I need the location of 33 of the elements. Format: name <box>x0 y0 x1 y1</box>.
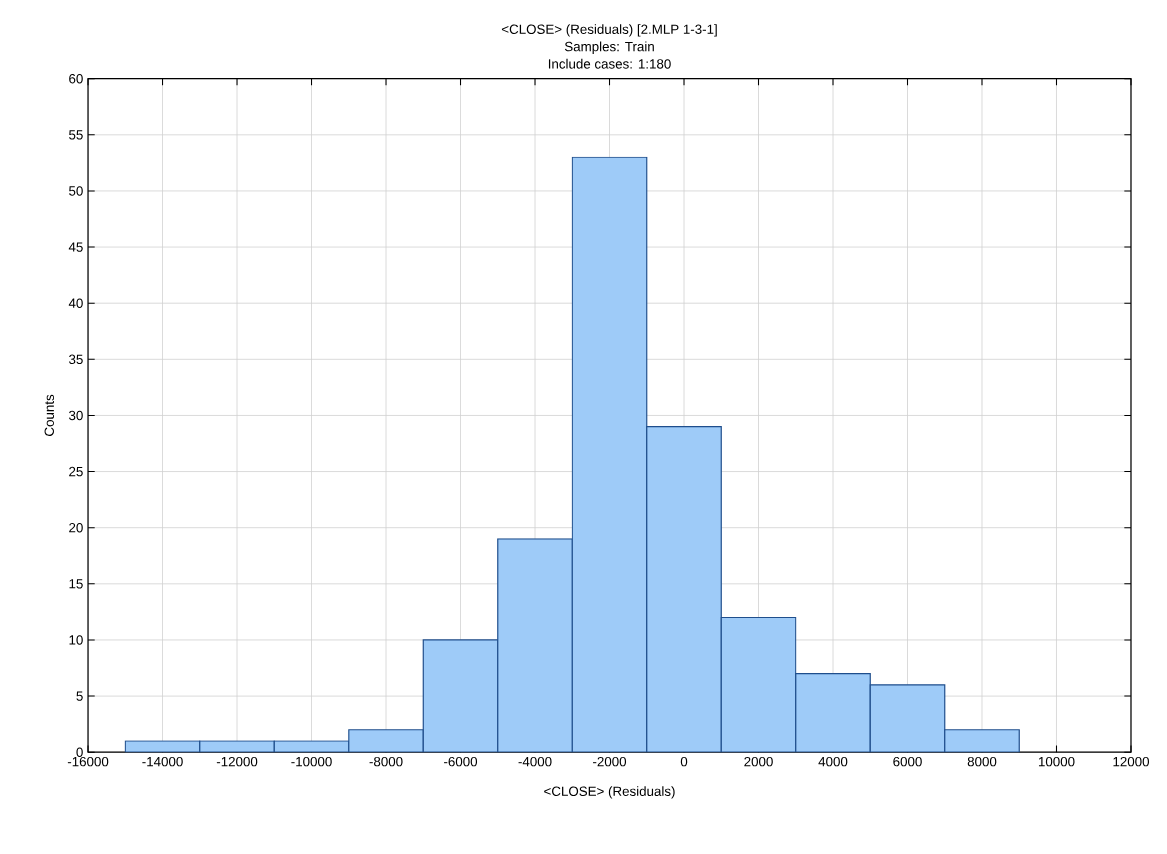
y-tick-label: 30 <box>68 410 83 421</box>
y-tick-label: 25 <box>69 466 83 477</box>
x-tick-label: -2000 <box>593 756 627 767</box>
x-tick-label: -12000 <box>216 756 258 767</box>
x-tick-label: 0 <box>680 756 688 767</box>
x-tick-label: -8000 <box>369 756 403 767</box>
y-tick-label: 45 <box>68 242 83 252</box>
y-tick-label: 0 <box>76 747 83 757</box>
x-tick-label: 4000 <box>818 756 848 767</box>
y-tick-label: 35 <box>68 354 83 364</box>
y-tick-label: 50 <box>69 186 83 196</box>
x-tick-label: -10000 <box>291 756 332 767</box>
x-tick-label: -4000 <box>518 756 552 767</box>
y-axis-title: Counts <box>44 394 54 436</box>
y-tick-label: 55 <box>69 130 83 140</box>
x-tick-label: 12000 <box>1113 756 1150 767</box>
x-axis-title: <CLOSE> (Residuals) <box>544 786 675 799</box>
x-tick-label: 2000 <box>744 756 773 767</box>
y-tick-label: 15 <box>69 579 83 589</box>
y-tick-label: 10 <box>69 635 83 645</box>
chart-title: <CLOSE> (Residuals) [2.MLP 1-3-1] <box>501 24 717 37</box>
y-tick-label: 40 <box>68 298 83 308</box>
y-tick-label: 60 <box>69 73 83 84</box>
x-tick-label: 10000 <box>1038 756 1075 767</box>
chart-subtitle: Samples: Train <box>564 41 654 54</box>
x-tick-label: -6000 <box>444 756 478 767</box>
x-tick-label: 6000 <box>893 756 922 767</box>
x-tick-label: 8000 <box>967 756 997 767</box>
text: Include cases: 1:180 <box>548 58 671 69</box>
x-tick-label: -14000 <box>142 756 183 767</box>
y-tick-label: 20 <box>69 522 83 533</box>
y-tick-label: 5 <box>76 691 83 701</box>
x-tick-label: -16000 <box>67 756 109 767</box>
